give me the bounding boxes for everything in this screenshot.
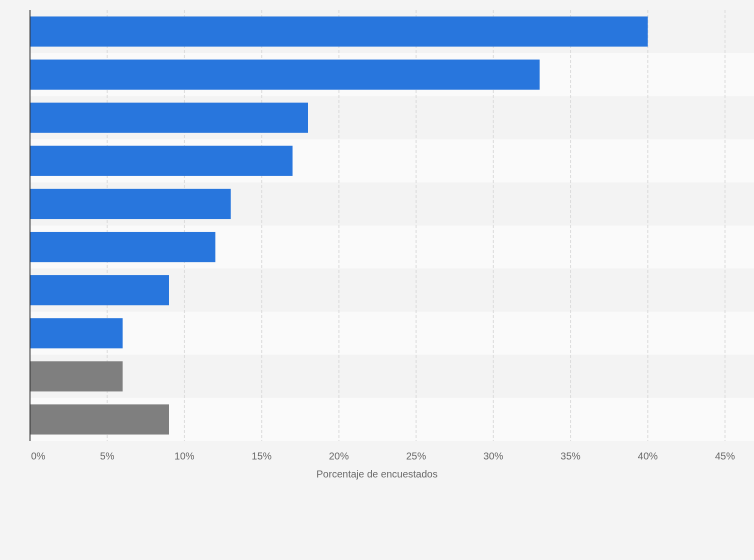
bar [30, 275, 169, 306]
x-tick-label: 45% [715, 452, 735, 463]
row-band [30, 311, 754, 355]
bar [30, 59, 540, 90]
x-tick-label: 30% [483, 452, 503, 463]
bar [30, 102, 308, 133]
x-tick-label: 5% [100, 452, 115, 463]
row-band [30, 354, 754, 398]
x-axis-label: Porcentaje de encuestados [316, 470, 437, 481]
x-tick-label: 35% [561, 452, 581, 463]
x-tick-label: 10% [174, 452, 194, 463]
x-tick-label: 25% [406, 452, 426, 463]
x-tick-label: 40% [638, 452, 658, 463]
bar [30, 231, 216, 263]
x-tick-label: 15% [252, 452, 272, 463]
bar [30, 361, 123, 392]
bar [30, 318, 123, 349]
bar [30, 16, 648, 47]
bar [30, 404, 169, 435]
bar [30, 145, 293, 176]
bar [30, 188, 231, 220]
x-tick-label: 20% [329, 452, 349, 463]
x-tick-label: 0% [31, 452, 46, 463]
